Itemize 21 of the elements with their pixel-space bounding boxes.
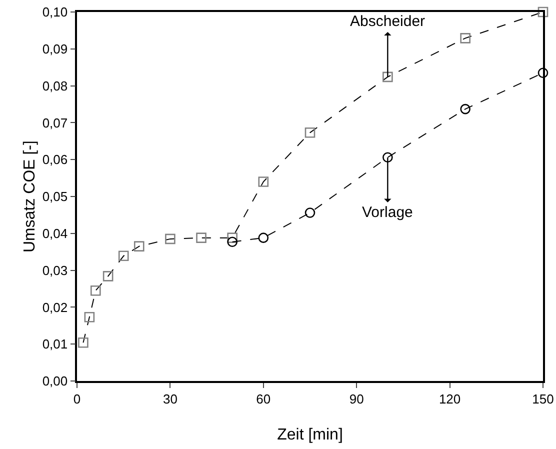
- y-tick-label: 0,05: [42, 189, 68, 204]
- y-tick-label: 0,08: [42, 78, 68, 94]
- annotation: Vorlage: [362, 204, 413, 221]
- y-tick-label: 0,10: [42, 4, 68, 20]
- y-tick-label: 0,09: [42, 41, 68, 56]
- x-tick-label: 150: [532, 391, 554, 406]
- y-axis-title: Umsatz COE [-]: [22, 140, 38, 253]
- x-tick-label: 0: [73, 391, 81, 406]
- x-tick-label: 30: [162, 391, 178, 406]
- x-tick-label: 60: [256, 391, 271, 406]
- y-tick-label: 0,06: [42, 152, 68, 168]
- x-tick-label: 90: [349, 391, 364, 406]
- x-tick-label: 120: [438, 391, 461, 406]
- x-axis-title: Zeit [min]: [277, 426, 343, 444]
- y-tick-label: 0,02: [42, 300, 68, 315]
- annotation: Abscheider: [350, 13, 426, 30]
- y-tick-label: 0,01: [42, 336, 68, 352]
- y-tick-label: 0,00: [42, 374, 68, 389]
- y-tick-label: 0,07: [42, 115, 68, 130]
- y-tick-label: 0,03: [42, 262, 68, 278]
- y-tick-label: 0,04: [42, 226, 68, 241]
